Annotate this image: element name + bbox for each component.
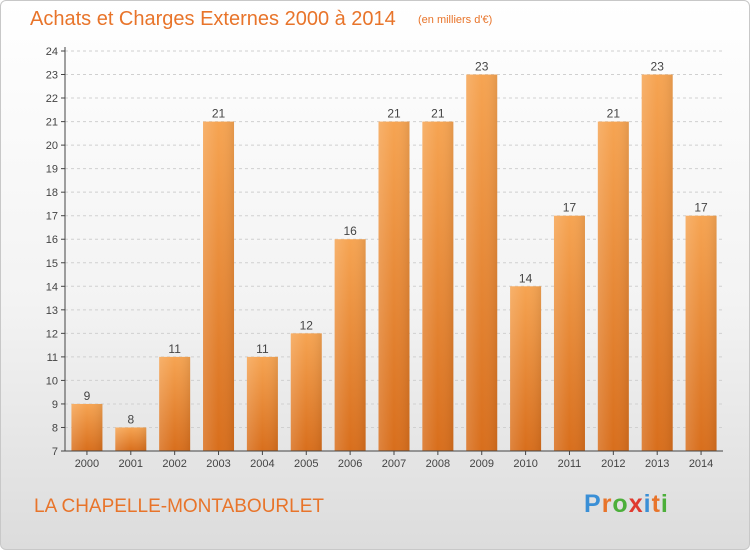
data-label: 21	[387, 107, 401, 121]
commune-name: LA CHAPELLE-MONTABOURLET	[34, 496, 325, 517]
bar-shine	[246, 356, 278, 451]
bar-shine	[159, 356, 191, 451]
chart-title: Achats et Charges Externes 2000 à 2014	[30, 8, 396, 30]
x-tick-label: 2001	[119, 458, 143, 470]
data-label: 17	[694, 201, 708, 215]
y-tick-label: 17	[46, 211, 58, 223]
y-tick-label: 18	[46, 187, 58, 199]
brand-letter: x	[628, 490, 644, 518]
data-label: 9	[84, 389, 91, 403]
brand-letter: t	[651, 490, 661, 518]
x-tick-label: 2005	[294, 458, 318, 470]
bar-shine	[466, 74, 498, 451]
brand-letter: o	[612, 490, 629, 518]
bar-shine	[334, 239, 366, 451]
data-label: 8	[127, 412, 134, 426]
x-tick-label: 2011	[558, 458, 582, 470]
x-tick-label: 2012	[601, 458, 625, 470]
bar-shine	[685, 215, 717, 451]
x-tick-label: 2013	[645, 458, 669, 470]
bar-shine	[422, 121, 454, 452]
y-tick-label: 22	[46, 93, 58, 105]
data-label: 23	[651, 60, 665, 74]
y-tick-label: 10	[46, 375, 58, 387]
x-tick-label: 2008	[426, 458, 450, 470]
chart-subtitle: (en milliers d'€)	[418, 14, 493, 26]
bar-shine	[71, 403, 103, 451]
bar-shine	[597, 121, 629, 452]
data-label: 11	[256, 342, 269, 356]
bar-shine	[641, 74, 673, 451]
bar-shine	[378, 121, 410, 452]
y-tick-label: 8	[52, 422, 58, 434]
y-tick-label: 23	[46, 70, 58, 82]
y-tick-label: 7	[52, 446, 58, 458]
data-label: 17	[563, 201, 577, 215]
x-tick-label: 2010	[513, 458, 537, 470]
brand-letter: P	[584, 490, 602, 518]
y-tick-label: 19	[46, 164, 58, 176]
brand-letter: r	[601, 490, 613, 518]
data-label: 16	[343, 224, 357, 238]
data-label: 12	[300, 318, 314, 332]
bar-shine	[553, 215, 585, 451]
y-tick-label: 24	[46, 46, 58, 58]
y-tick-label: 21	[46, 117, 58, 129]
data-label: 14	[519, 271, 533, 285]
data-label: 21	[212, 107, 226, 121]
brand-letter: i	[660, 490, 669, 518]
bar-shine	[290, 333, 322, 451]
data-label: 23	[475, 60, 489, 74]
y-tick-label: 14	[46, 281, 58, 293]
data-label: 11	[168, 342, 181, 356]
y-tick-label: 20	[46, 140, 58, 152]
y-tick-label: 11	[47, 352, 58, 364]
y-tick-label: 12	[46, 328, 58, 340]
brand-letter: i	[643, 490, 652, 518]
bar-shine	[115, 427, 147, 451]
x-tick-label: 2003	[206, 458, 230, 470]
brand-logo: Proxiti	[584, 490, 669, 519]
data-label: 21	[431, 107, 445, 121]
bar-shine	[203, 121, 235, 452]
y-tick-label: 15	[46, 258, 58, 270]
x-tick-label: 2006	[338, 458, 362, 470]
y-tick-label: 16	[46, 234, 58, 246]
y-tick-label: 13	[46, 305, 58, 317]
data-label: 21	[607, 107, 621, 121]
x-tick-label: 2000	[75, 458, 99, 470]
y-tick-label: 9	[52, 399, 58, 411]
x-tick-label: 2014	[689, 458, 713, 470]
x-tick-label: 2009	[469, 458, 493, 470]
x-tick-label: 2004	[250, 458, 274, 470]
x-tick-label: 2007	[382, 458, 406, 470]
bar-shine	[510, 286, 542, 451]
x-tick-label: 2002	[162, 458, 186, 470]
